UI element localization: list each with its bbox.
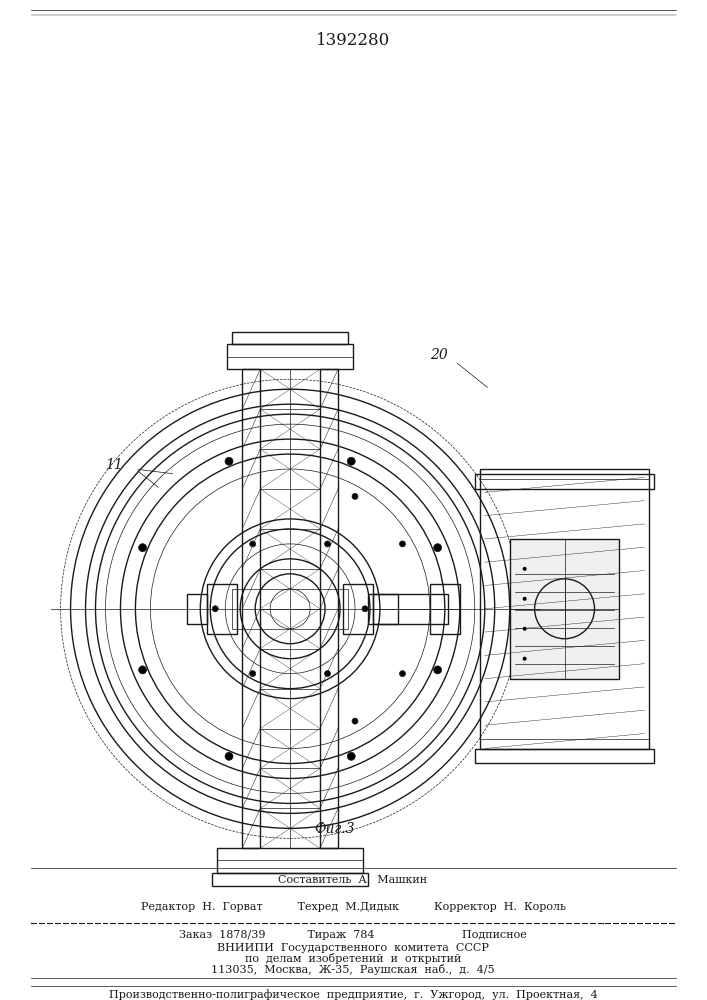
Bar: [373, 594, 398, 624]
Circle shape: [522, 627, 527, 631]
Text: 11: 11: [105, 458, 123, 472]
Bar: [212, 873, 368, 886]
Text: Производственно-полиграфическое  предприятие,  г.  Ужгород,  ул.  Проектная,  4: Производственно-полиграфическое предприя…: [109, 989, 597, 1000]
Circle shape: [212, 606, 218, 612]
Circle shape: [399, 671, 406, 677]
Text: 20: 20: [430, 348, 448, 362]
Circle shape: [522, 657, 527, 661]
Circle shape: [325, 541, 331, 547]
Bar: [227, 344, 353, 369]
Bar: [207, 584, 238, 634]
Circle shape: [225, 752, 233, 760]
Bar: [243, 369, 260, 848]
Circle shape: [225, 457, 233, 465]
Circle shape: [352, 493, 358, 499]
Bar: [510, 539, 619, 679]
Bar: [187, 594, 207, 624]
Text: 113035,  Москва,  Ж-35,  Раушская  наб.,  д.  4/5: 113035, Москва, Ж-35, Раушская наб., д. …: [211, 964, 495, 975]
Circle shape: [325, 671, 331, 677]
Circle shape: [250, 671, 256, 677]
Bar: [232, 332, 348, 344]
Circle shape: [250, 541, 256, 547]
Circle shape: [139, 666, 146, 674]
Bar: [475, 748, 655, 763]
Circle shape: [347, 752, 355, 760]
Text: 1392280: 1392280: [316, 32, 390, 49]
Bar: [343, 584, 373, 634]
Bar: [430, 584, 460, 634]
Text: Заказ  1878/39            Тираж  784                         Подписное: Заказ 1878/39 Тираж 784 Подписное: [179, 930, 527, 940]
Circle shape: [347, 457, 355, 465]
Circle shape: [522, 567, 527, 571]
Circle shape: [362, 606, 368, 612]
Bar: [475, 474, 655, 489]
Bar: [320, 369, 338, 848]
Text: по  делам  изобретений  и  открытий: по делам изобретений и открытий: [245, 953, 461, 964]
Circle shape: [522, 597, 527, 601]
Bar: [480, 469, 650, 748]
Text: Редактор  Н.  Горват          Техред  М.Дидык          Корректор  Н.  Король: Редактор Н. Горват Техред М.Дидык Коррек…: [141, 902, 566, 912]
Circle shape: [433, 544, 442, 552]
Circle shape: [399, 541, 406, 547]
Text: Составитель  А.  Машкин: Составитель А. Машкин: [279, 875, 428, 885]
Bar: [368, 594, 448, 624]
Text: ВНИИПИ  Государственного  комитета  СССР: ВНИИПИ Государственного комитета СССР: [217, 943, 489, 953]
Circle shape: [352, 718, 358, 724]
Circle shape: [433, 666, 442, 674]
Bar: [232, 589, 348, 629]
Text: Фиг.3: Фиг.3: [315, 822, 356, 836]
Bar: [217, 848, 363, 873]
Circle shape: [139, 544, 146, 552]
